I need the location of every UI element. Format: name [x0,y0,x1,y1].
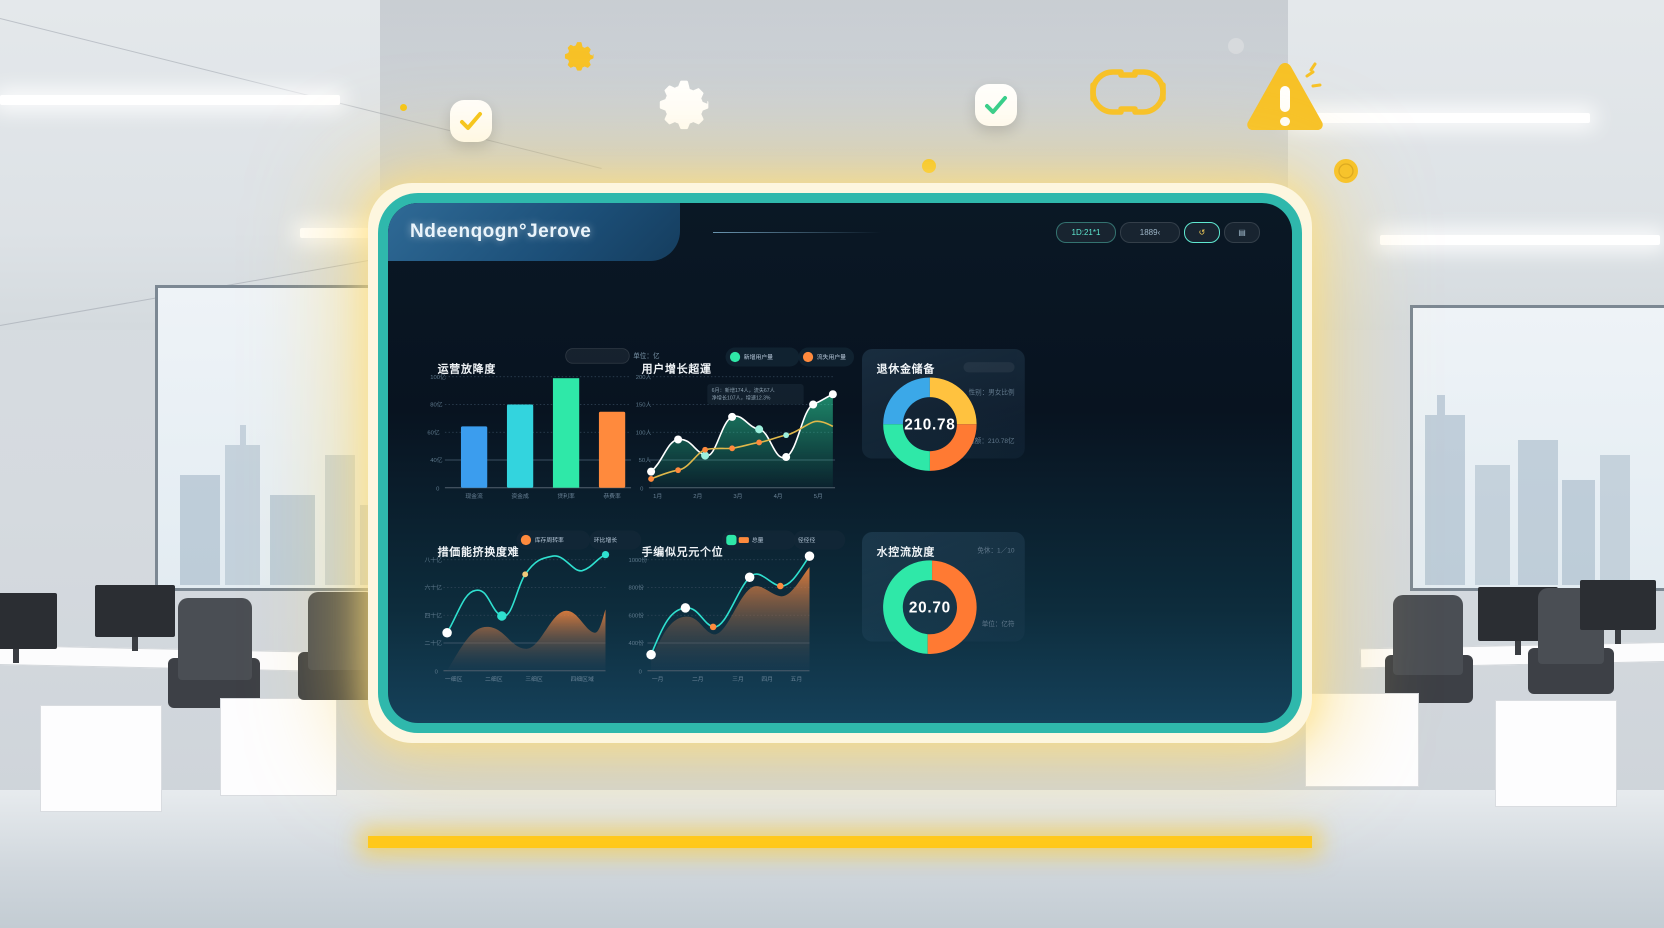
svg-text:1000份: 1000份 [628,556,647,564]
svg-text:80亿: 80亿 [430,401,442,409]
svg-text:0: 0 [640,487,644,493]
svg-text:800份: 800份 [628,584,644,592]
svg-text:0: 0 [436,487,440,493]
svg-text:100亿: 100亿 [430,373,446,381]
svg-text:200人: 200人 [636,374,652,381]
svg-text:二十亿: 二十亿 [424,639,442,647]
svg-text:600份: 600份 [628,611,644,619]
svg-text:40亿: 40亿 [430,456,442,464]
svg-text:0: 0 [435,670,439,676]
svg-text:现金流: 现金流 [465,492,483,500]
svg-text:二细区: 二细区 [485,675,503,683]
svg-text:三细区: 三细区 [525,675,543,683]
svg-text:400份: 400份 [628,639,644,647]
svg-text:1月: 1月 [653,493,662,500]
svg-text:六十亿: 六十亿 [424,584,442,592]
svg-text:50人: 50人 [639,457,651,464]
svg-text:100人: 100人 [636,429,652,436]
svg-text:四细区域: 四细区域 [570,675,593,683]
svg-text:八十亿: 八十亿 [424,556,442,564]
svg-text:150人: 150人 [636,402,652,409]
svg-text:4月: 4月 [774,493,783,500]
svg-text:五月: 五月 [791,676,803,683]
svg-text:恭费率: 恭费率 [603,492,621,500]
svg-text:贷利率: 贷利率 [557,492,575,500]
svg-text:四十亿: 四十亿 [424,611,442,619]
svg-text:2月: 2月 [693,493,702,500]
svg-text:三月: 三月 [732,676,744,683]
svg-text:0: 0 [639,670,643,676]
svg-text:四月: 四月 [761,676,773,683]
svg-text:一月: 一月 [652,676,664,683]
svg-text:资金成: 资金成 [511,492,529,500]
svg-text:一细区: 一细区 [445,675,463,683]
svg-text:60亿: 60亿 [427,428,439,436]
svg-text:5月: 5月 [814,493,823,500]
svg-text:二月: 二月 [692,676,704,683]
svg-text:3月: 3月 [733,493,742,500]
